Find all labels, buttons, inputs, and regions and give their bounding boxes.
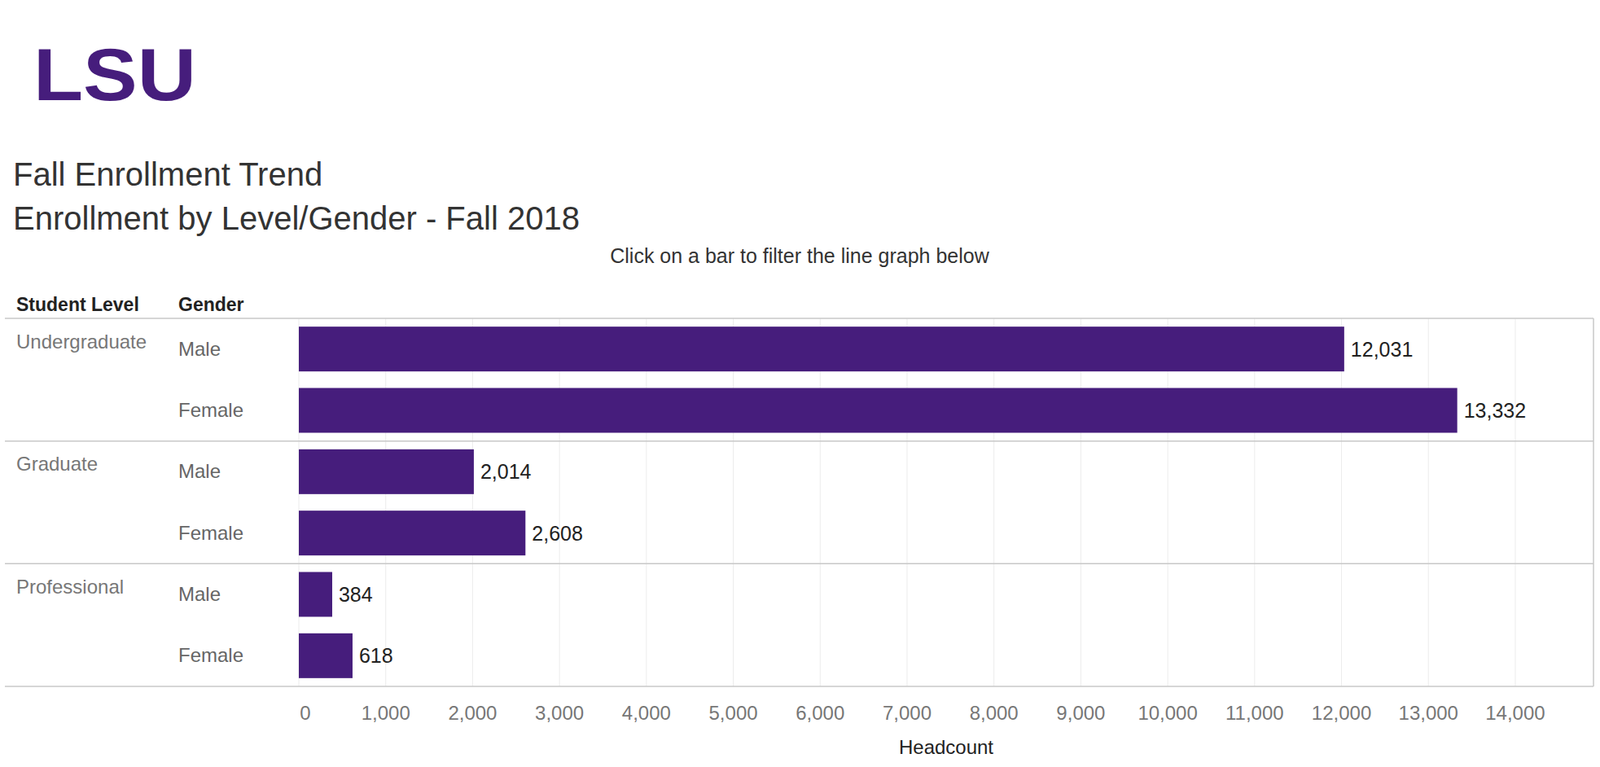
tick-label: 1,000 [361, 701, 411, 724]
tick-label: 10,000 [1137, 701, 1197, 724]
grid-line [1167, 318, 1169, 687]
grid-line [645, 318, 647, 687]
tick-label: 12,000 [1311, 701, 1372, 724]
grid-line [1514, 318, 1516, 687]
frame-line [4, 317, 1594, 320]
tick-label: 3,000 [534, 701, 584, 724]
grid-line [559, 318, 561, 687]
tick-label: 9,000 [1056, 701, 1105, 724]
tick-label: 7,000 [882, 701, 932, 724]
chart: LSU Fall Enrollment Trend Enrollment by Le… [0, 0, 1600, 767]
tick-label: 0 [299, 701, 311, 724]
logo: LSU [33, 34, 197, 116]
grid-line [1080, 318, 1082, 687]
grid-line [1428, 318, 1430, 687]
tick-label: 4,000 [622, 701, 671, 724]
frame-line [1592, 318, 1595, 687]
level-label: Graduate [16, 452, 98, 475]
category-label: Female [178, 521, 244, 544]
group-divider [4, 440, 1594, 443]
data-label: 618 [359, 644, 394, 667]
bar[interactable] [298, 388, 1458, 434]
category-label: Female [178, 398, 244, 421]
grid-line [472, 318, 474, 687]
data-label: 12,031 [1350, 337, 1413, 361]
data-label: 2,014 [480, 460, 532, 483]
subtitle: Enrollment by Level/Gender - Fall 2018 [13, 200, 580, 237]
data-label: 13,332 [1464, 398, 1526, 422]
grid-line [385, 318, 386, 687]
grid-line [819, 318, 821, 687]
title: Fall Enrollment Trend [13, 156, 323, 193]
bar[interactable] [298, 572, 333, 618]
category-label: Male [178, 337, 221, 360]
axis-line [4, 685, 1594, 688]
bar[interactable] [298, 449, 474, 495]
grid-line [906, 318, 908, 687]
level-label: Undergraduate [16, 330, 147, 353]
bar[interactable] [298, 510, 526, 556]
tick-label: 13,000 [1398, 701, 1459, 724]
data-label: 2,608 [531, 521, 584, 545]
bar[interactable] [298, 326, 1345, 372]
tick-label: 11,000 [1225, 701, 1285, 724]
grid-line [1253, 318, 1255, 687]
data-label: 384 [338, 583, 373, 606]
annotation: Click on a bar to filter the line graph … [609, 244, 990, 268]
tick-label: 14,000 [1485, 701, 1545, 724]
bar[interactable] [298, 633, 353, 679]
tick-label: 8,000 [969, 701, 1019, 724]
axis-title: Headcount [898, 736, 994, 759]
bars [298, 326, 1458, 679]
group-divider [4, 563, 1594, 566]
category-label: Male [178, 583, 221, 605]
level-label: Professional [16, 575, 124, 598]
column-header: Gender [178, 293, 245, 316]
category-label: Female [178, 644, 244, 667]
grid-line [993, 318, 995, 687]
grid-line [732, 318, 734, 687]
column-header: Student Level [16, 293, 140, 316]
grid-line [1341, 318, 1342, 687]
grid-line [298, 318, 300, 687]
tick-label: 6,000 [795, 701, 845, 724]
tick-label: 2,000 [447, 701, 497, 724]
tick-label: 5,000 [709, 701, 759, 724]
category-label: Male [178, 460, 221, 483]
